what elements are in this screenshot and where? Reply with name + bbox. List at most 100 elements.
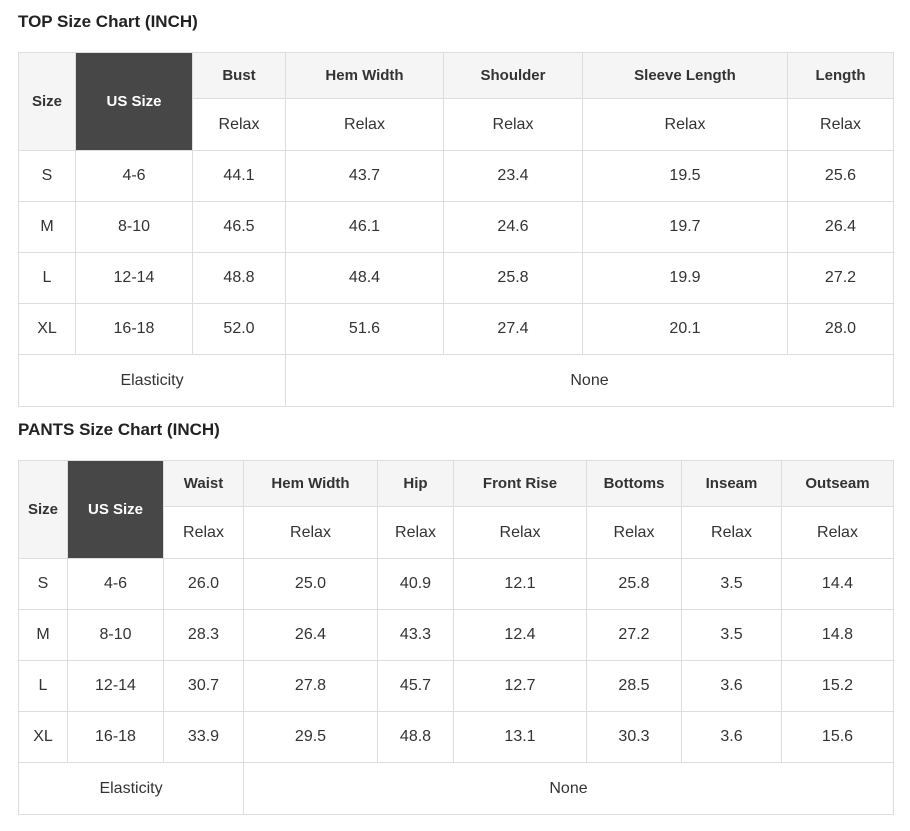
us-size-value-cell: 16-18 — [67, 711, 164, 763]
table-row: S 4-6 44.1 43.7 23.4 19.5 25.6 — [18, 150, 894, 202]
pants-size-chart-table: Size US Size Waist Hem Width Hip Front Rise Bo… — [18, 460, 894, 815]
measurement-cell-5: 3.6 — [681, 711, 782, 763]
pants-size-chart-title: PANTS Size Chart (INCH) — [18, 420, 220, 439]
fit-label-cell-0: Relax — [192, 98, 286, 151]
size-column-header: Size — [18, 52, 76, 151]
measurement-cell-2: 45.7 — [377, 660, 454, 712]
size-value-cell: L — [18, 660, 68, 712]
measurement-cell-2: 48.8 — [377, 711, 454, 763]
measurement-cell-2: 43.3 — [377, 609, 454, 661]
table-header: Size US Size Waist Hem Width Hip Front Rise Bo… — [18, 460, 894, 559]
measurement-cell-4: 25.6 — [787, 150, 894, 202]
measurement-cell-5: 3.6 — [681, 660, 782, 712]
measurement-cell-3: 13.1 — [453, 711, 587, 763]
elasticity-label-cell: Elasticity — [18, 354, 286, 407]
measurement-cell-0: 28.3 — [163, 609, 244, 661]
size-value-cell: S — [18, 150, 76, 202]
measurement-cell-2: 27.4 — [443, 303, 583, 355]
elasticity-label-cell: Elasticity — [18, 762, 244, 815]
measure-column-header-5: Inseam — [681, 460, 782, 507]
size-value-cell: L — [18, 252, 76, 304]
measure-column-header-0: Waist — [163, 460, 244, 507]
header-row-fit: Relax Relax Relax Relax Relax — [19, 98, 894, 151]
measurement-cell-0: 26.0 — [163, 558, 244, 610]
fit-label-cell-2: Relax — [377, 506, 454, 559]
fit-label-cell-4: Relax — [787, 98, 894, 151]
size-column-header: Size — [18, 460, 68, 559]
size-value-cell: M — [18, 201, 76, 253]
measurement-cell-4: 26.4 — [787, 201, 894, 253]
measurement-cell-6: 15.6 — [781, 711, 894, 763]
measure-column-header-3: Front Rise — [453, 460, 587, 507]
measurement-cell-6: 14.4 — [781, 558, 894, 610]
fit-label-cell-3: Relax — [453, 506, 587, 559]
measurement-cell-3: 20.1 — [582, 303, 788, 355]
measurement-cell-4: 30.3 — [586, 711, 682, 763]
elasticity-row: Elasticity None — [18, 354, 894, 407]
elasticity-value-cell: None — [243, 762, 894, 815]
header-row-fit: Relax Relax Relax Relax Relax Relax Relax — [19, 506, 894, 559]
measure-column-header-0: Bust — [192, 52, 286, 99]
measurement-cell-1: 43.7 — [285, 150, 444, 202]
measurement-cell-0: 52.0 — [192, 303, 286, 355]
measure-column-header-1: Hem Width — [243, 460, 378, 507]
top-size-chart-section: TOP Size Chart (INCH) Size US Size Bust Hem… — [18, 11, 894, 407]
measurement-cell-5: 3.5 — [681, 609, 782, 661]
table-body: S 4-6 26.0 25.0 40.9 12.1 25.8 3.5 14.4 M 8-10 28.3… — [18, 558, 894, 815]
size-value-cell: S — [18, 558, 68, 610]
measurement-cell-4: 25.8 — [586, 558, 682, 610]
top-size-chart-title: TOP Size Chart (INCH) — [18, 12, 198, 31]
measurement-cell-2: 25.8 — [443, 252, 583, 304]
measurement-cell-0: 46.5 — [192, 201, 286, 253]
fit-label-cell-6: Relax — [781, 506, 894, 559]
measurement-cell-3: 12.7 — [453, 660, 587, 712]
us-size-column-header: US Size — [75, 52, 193, 151]
fit-label-cell-1: Relax — [285, 98, 444, 151]
measurement-cell-2: 40.9 — [377, 558, 454, 610]
table-row: L 12-14 30.7 27.8 45.7 12.7 28.5 3.6 15.2 — [18, 660, 894, 712]
table-row: XL 16-18 52.0 51.6 27.4 20.1 28.0 — [18, 303, 894, 355]
table-body: S 4-6 44.1 43.7 23.4 19.5 25.6 M 8-10 46.5 46.1 24.… — [18, 150, 894, 407]
us-size-value-cell: 16-18 — [75, 303, 193, 355]
measurement-cell-4: 27.2 — [586, 609, 682, 661]
table-header: Size US Size Bust Hem Width Shoulder Sleeve L… — [18, 52, 894, 151]
measurement-cell-5: 3.5 — [681, 558, 782, 610]
measurement-cell-4: 28.0 — [787, 303, 894, 355]
measurement-cell-6: 14.8 — [781, 609, 894, 661]
measurement-cell-0: 30.7 — [163, 660, 244, 712]
measurement-cell-1: 48.4 — [285, 252, 444, 304]
pants-size-chart-section: PANTS Size Chart (INCH) Size US Size Waist… — [18, 419, 894, 815]
measurement-cell-0: 48.8 — [192, 252, 286, 304]
measurement-cell-3: 19.5 — [582, 150, 788, 202]
measurement-cell-6: 15.2 — [781, 660, 894, 712]
measure-column-header-1: Hem Width — [285, 52, 444, 99]
measurement-cell-1: 46.1 — [285, 201, 444, 253]
table-row: S 4-6 26.0 25.0 40.9 12.1 25.8 3.5 14.4 — [18, 558, 894, 610]
us-size-column-header: US Size — [67, 460, 164, 559]
us-size-value-cell: 4-6 — [67, 558, 164, 610]
size-value-cell: M — [18, 609, 68, 661]
table-row: M 8-10 46.5 46.1 24.6 19.7 26.4 — [18, 201, 894, 253]
measurement-cell-4: 28.5 — [586, 660, 682, 712]
size-value-cell: XL — [18, 711, 68, 763]
measure-column-header-4: Length — [787, 52, 894, 99]
measurement-cell-0: 44.1 — [192, 150, 286, 202]
us-size-value-cell: 8-10 — [75, 201, 193, 253]
measure-column-header-6: Outseam — [781, 460, 894, 507]
table-row: L 12-14 48.8 48.4 25.8 19.9 27.2 — [18, 252, 894, 304]
measurement-cell-0: 33.9 — [163, 711, 244, 763]
us-size-value-cell: 12-14 — [67, 660, 164, 712]
measure-column-header-2: Hip — [377, 460, 454, 507]
header-row-names: Size US Size Bust Hem Width Shoulder Sleeve L… — [18, 52, 894, 151]
fit-label-cell-4: Relax — [586, 506, 682, 559]
measurement-cell-2: 23.4 — [443, 150, 583, 202]
header-row-names: Size US Size Waist Hem Width Hip Front Rise Bo… — [18, 460, 894, 559]
fit-label-cell-1: Relax — [243, 506, 378, 559]
fit-label-cell-2: Relax — [443, 98, 583, 151]
measurement-cell-3: 19.7 — [582, 201, 788, 253]
fit-label-cell-0: Relax — [163, 506, 244, 559]
measurement-cell-2: 24.6 — [443, 201, 583, 253]
measurement-cell-4: 27.2 — [787, 252, 894, 304]
measurement-cell-1: 25.0 — [243, 558, 378, 610]
